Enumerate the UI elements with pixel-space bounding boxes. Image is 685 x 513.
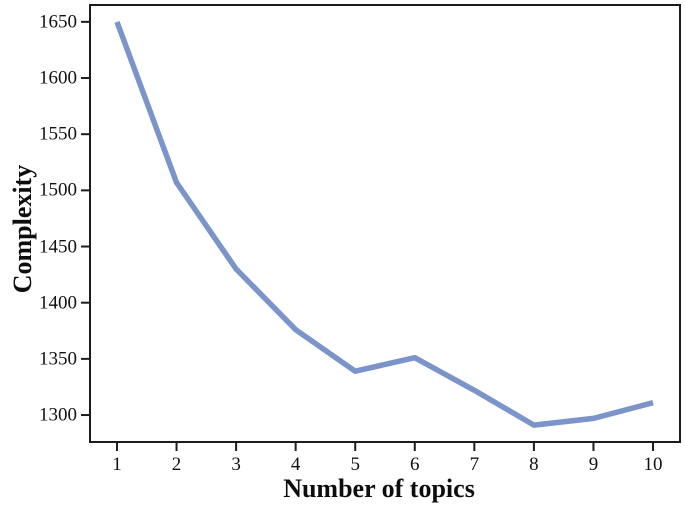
x-tick-label: 1 [112, 454, 122, 475]
complexity-series-line [114, 20, 654, 428]
x-tick-label: 6 [410, 454, 420, 475]
y-axis-title: Complexity [8, 164, 37, 294]
y-tick-label: 1350 [39, 348, 77, 370]
x-axis-title: Number of topics [283, 474, 475, 503]
x-tick-label: 5 [350, 454, 360, 475]
y-tick-label: 1550 [39, 123, 77, 145]
y-tick-label: 1600 [39, 67, 77, 89]
y-tick-label: 1500 [39, 179, 77, 201]
plot-frame [89, 4, 681, 443]
x-tick-label: 2 [171, 454, 182, 475]
x-tick-label: 7 [469, 454, 480, 475]
x-tick-label: 4 [290, 454, 301, 475]
y-tick-label: 1450 [39, 236, 77, 258]
x-tick-label: 9 [588, 454, 599, 475]
y-tick-label: 1300 [39, 404, 77, 426]
x-tick-label: 10 [643, 454, 663, 475]
y-tick-label: 1650 [39, 11, 77, 33]
y-tick-label: 1400 [39, 292, 77, 314]
x-tick-label: 8 [529, 454, 539, 475]
x-tick-label: 3 [231, 454, 241, 475]
